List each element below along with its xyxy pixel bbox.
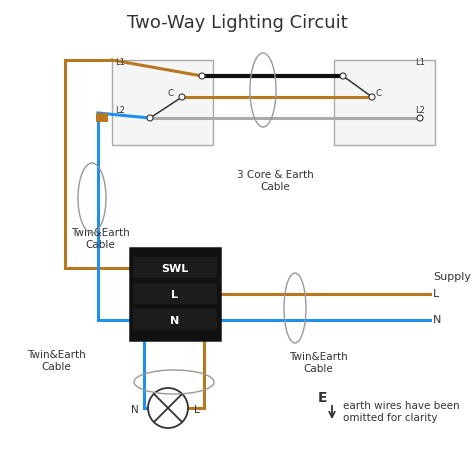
Text: C: C bbox=[168, 89, 174, 98]
Text: earth wires have been
omitted for clarity: earth wires have been omitted for clarit… bbox=[343, 401, 460, 423]
Text: L2: L2 bbox=[115, 106, 125, 115]
Text: L: L bbox=[194, 405, 200, 415]
Bar bbox=[112, 60, 213, 145]
Text: L1: L1 bbox=[115, 58, 125, 67]
Text: N: N bbox=[433, 315, 441, 325]
Text: Twin&Earth
Cable: Twin&Earth Cable bbox=[289, 352, 347, 374]
Text: L2: L2 bbox=[415, 106, 425, 115]
FancyBboxPatch shape bbox=[133, 309, 217, 330]
Bar bbox=[96, 113, 108, 122]
Circle shape bbox=[179, 94, 185, 100]
Text: N: N bbox=[131, 405, 139, 415]
Circle shape bbox=[199, 73, 205, 79]
Circle shape bbox=[417, 115, 423, 121]
Text: L1: L1 bbox=[415, 58, 425, 67]
Text: E: E bbox=[318, 391, 328, 405]
Circle shape bbox=[148, 388, 188, 428]
FancyBboxPatch shape bbox=[133, 257, 217, 278]
FancyBboxPatch shape bbox=[133, 283, 217, 304]
Text: Supply: Supply bbox=[433, 272, 471, 282]
Text: 3 Core & Earth
Cable: 3 Core & Earth Cable bbox=[237, 170, 313, 191]
Circle shape bbox=[340, 73, 346, 79]
Text: L: L bbox=[433, 289, 439, 299]
Text: L: L bbox=[172, 290, 179, 300]
Bar bbox=[130, 248, 220, 340]
Text: Twin&Earth
Cable: Twin&Earth Cable bbox=[27, 350, 85, 372]
Text: N: N bbox=[170, 316, 180, 326]
Text: SWL: SWL bbox=[161, 264, 189, 273]
Text: Twin&Earth
Cable: Twin&Earth Cable bbox=[71, 228, 129, 250]
Circle shape bbox=[147, 115, 153, 121]
Bar bbox=[334, 60, 435, 145]
Text: Two-Way Lighting Circuit: Two-Way Lighting Circuit bbox=[127, 14, 347, 32]
Text: C: C bbox=[376, 89, 382, 98]
Circle shape bbox=[369, 94, 375, 100]
